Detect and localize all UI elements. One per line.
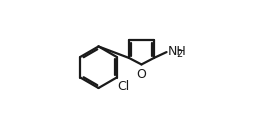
Text: O: O — [136, 67, 146, 80]
Text: Cl: Cl — [117, 80, 130, 93]
Text: NH: NH — [168, 45, 187, 58]
Text: 2: 2 — [176, 49, 182, 59]
